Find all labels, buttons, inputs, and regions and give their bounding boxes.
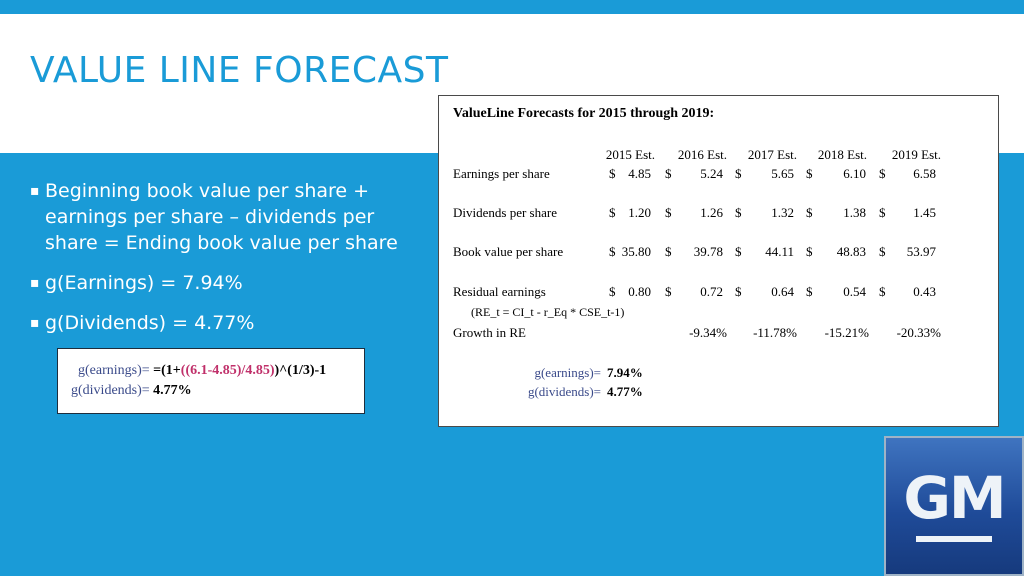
currency-sign: $ [879,166,886,181]
bullet-icon: ▪ [30,183,40,199]
formula-part: )^(1/3)-1 [274,363,327,378]
currency-sign: $ [609,166,616,181]
top-accent-bar [0,0,1024,14]
currency-sign: $ [735,244,742,259]
formula-box: g(earnings)= =(1+((6.1-4.85)/4.85))^(1/3… [57,348,365,414]
row-label: Residual earnings [453,284,546,299]
bullet-item: ▪ Beginning book value per share + earni… [28,178,418,256]
table-cell: 6.10 [843,166,866,181]
year-header: 2017 Est. [747,147,797,162]
year-header: 2015 Est. [605,147,655,162]
table-cell: 0.80 [628,284,651,299]
row-label: Book value per share [453,244,564,259]
growth-cell: -20.33% [896,325,941,340]
formula-value: 4.77% [153,383,192,398]
currency-sign: $ [665,284,672,299]
table-cell: 0.43 [913,284,936,299]
currency-sign: $ [735,166,742,181]
bullet-text: g(Dividends) = 4.77% [45,312,255,334]
row-label: Growth in RE [453,325,526,340]
table-cell: 1.32 [771,205,794,220]
year-header: 2018 Est. [817,147,867,162]
table-cell: 6.58 [913,166,936,181]
currency-sign: $ [879,244,886,259]
table-cell: 1.26 [700,205,723,220]
bullet-list: ▪ Beginning book value per share + earni… [28,178,418,350]
currency-sign: $ [665,244,672,259]
bullet-icon: ▪ [30,275,40,291]
currency-sign: $ [806,244,813,259]
bullet-icon: ▪ [30,315,40,331]
table-cell: 1.45 [913,205,936,220]
table-cell: 4.85 [628,166,651,181]
bullet-item: ▪ g(Earnings) = 7.94% [28,270,418,296]
year-header: 2019 Est. [891,147,941,162]
bullet-item: ▪ g(Dividends) = 4.77% [28,310,418,336]
re-formula: (RE_t = CI_t - r_Eq * CSE_t-1) [471,305,625,319]
table-cell: 0.54 [843,284,866,299]
g-dividends-label: g(dividends)= [527,384,601,399]
currency-sign: $ [609,244,616,259]
table-cell: 5.65 [771,166,794,181]
table-title: ValueLine Forecasts for 2015 through 201… [453,106,715,121]
currency-sign: $ [665,205,672,220]
slide-title: VALUE LINE FORECAST [30,50,449,91]
valueline-table: ValueLine Forecasts for 2015 through 201… [438,95,999,427]
row-label: Earnings per share [453,166,550,181]
formula-row-earnings: g(earnings)= =(1+((6.1-4.85)/4.85))^(1/3… [78,363,326,379]
bullet-text: Beginning book value per share + earning… [45,180,398,254]
table-cell: 35.80 [621,244,651,259]
currency-sign: $ [879,205,886,220]
table-cell: 1.38 [843,205,866,220]
growth-cell: -9.34% [689,325,727,340]
currency-sign: $ [609,284,616,299]
formula-part: ((6.1-4.85)/4.85) [180,363,275,378]
g-earnings-label: g(earnings)= [534,365,601,380]
table-cell: 1.20 [628,205,651,220]
formula-row-dividends: g(dividends)= 4.77% [71,383,192,399]
gm-logo-text: GM [903,464,1006,532]
currency-sign: $ [735,205,742,220]
year-header: 2016 Est. [677,147,727,162]
gm-logo-underline [916,536,992,542]
g-dividends-value: 4.77% [607,384,643,399]
table-cell: 44.11 [765,244,794,259]
gm-logo: GM [884,436,1024,576]
currency-sign: $ [806,205,813,220]
currency-sign: $ [806,284,813,299]
table-cell: 53.97 [906,244,936,259]
bullet-text: g(Earnings) = 7.94% [45,272,243,294]
table-cell: 39.78 [693,244,723,259]
growth-cell: -11.78% [753,325,797,340]
g-earnings-value: 7.94% [607,365,643,380]
currency-sign: $ [609,205,616,220]
currency-sign: $ [879,284,886,299]
table-cell: 0.72 [700,284,723,299]
formula-label: g(earnings)= [78,363,150,378]
formula-part: =(1+ [153,363,181,378]
currency-sign: $ [665,166,672,181]
growth-cell: -15.21% [824,325,869,340]
table-cell: 48.83 [836,244,866,259]
formula-label: g(dividends)= [71,383,150,398]
currency-sign: $ [806,166,813,181]
currency-sign: $ [735,284,742,299]
table-cell: 5.24 [700,166,723,181]
table-cell: 0.64 [771,284,794,299]
row-label: Dividends per share [453,205,557,220]
